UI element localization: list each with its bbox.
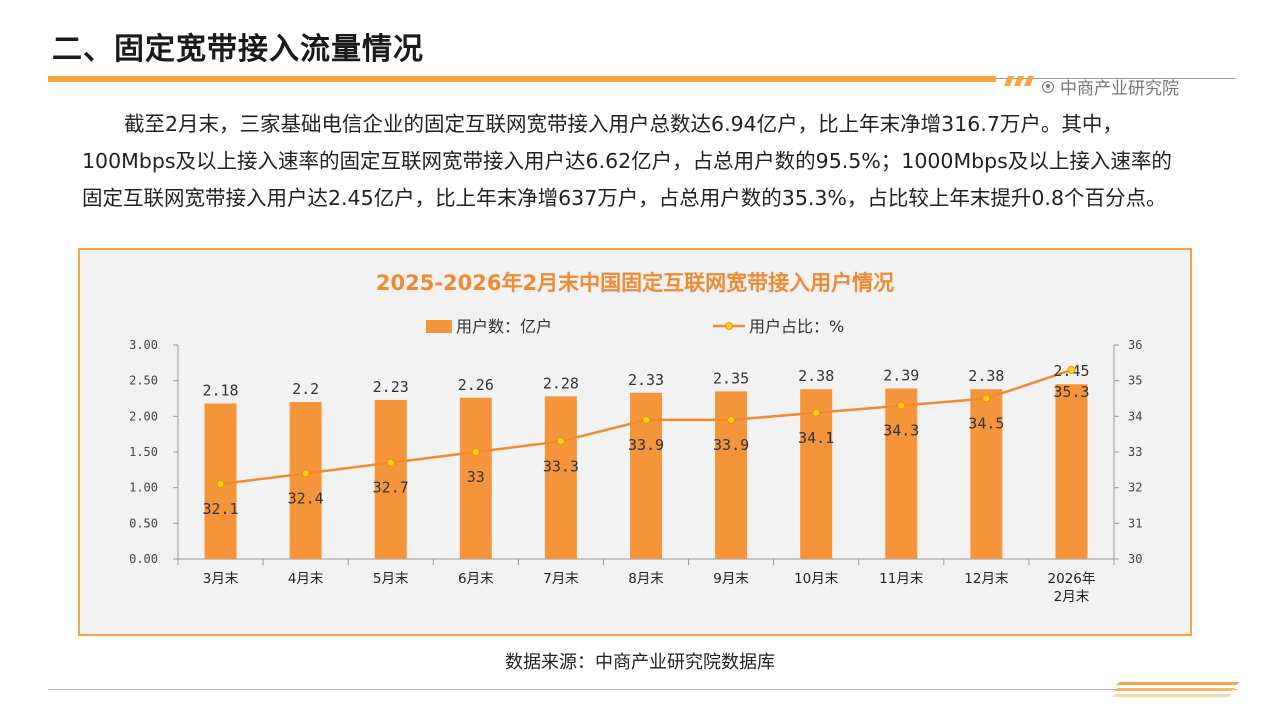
legend-bar-swatch	[426, 320, 452, 333]
bar-value-label: 2.33	[628, 371, 664, 389]
share-marker	[897, 401, 906, 410]
share-marker	[642, 415, 650, 424]
legend-bar-label: 用户数：亿户	[456, 317, 552, 336]
category-label: 2月末	[1054, 589, 1090, 605]
share-value-label: 33.3	[543, 457, 579, 475]
bar-value-label: 2.35	[713, 369, 749, 387]
category-label: 3月末	[203, 571, 239, 587]
right-axis-tick-label: 33	[1128, 445, 1142, 459]
accent-stripes	[1004, 76, 1034, 86]
bar-value-label: 2.38	[968, 367, 1004, 385]
left-axis-tick-label: 2.00	[129, 409, 158, 423]
page-title: 二、固定宽带接入流量情况	[52, 32, 424, 67]
bar	[289, 402, 322, 559]
category-label: 8月末	[628, 571, 664, 587]
category-label: 9月末	[713, 571, 749, 587]
category-label: 10月末	[794, 571, 839, 587]
bar-value-label: 2.23	[373, 378, 409, 396]
share-marker	[1067, 365, 1076, 374]
share-marker	[556, 437, 565, 446]
right-axis-tick-label: 32	[1128, 481, 1142, 495]
share-value-label: 33.9	[628, 436, 664, 454]
brand: 中商产业研究院	[1042, 74, 1179, 99]
chart-title: 2025-2026年2月末中国固定互联网宽带接入用户情况	[376, 271, 894, 295]
right-axis-tick-label: 31	[1128, 516, 1142, 530]
chart-frame: 2025-2026年2月末中国固定互联网宽带接入用户情况用户数：亿户 用户占比：%…	[78, 248, 1192, 636]
share-marker	[216, 480, 225, 489]
category-label: 2026年	[1048, 571, 1096, 587]
share-marker	[727, 415, 736, 424]
share-marker	[471, 448, 480, 456]
left-axis-tick-label: 2.50	[129, 374, 158, 388]
bar	[885, 388, 918, 559]
brand-name: 中商产业研究院	[1060, 79, 1179, 99]
bar-value-label: 2.2	[292, 380, 319, 398]
share-marker	[982, 394, 991, 403]
left-axis-tick-label: 1.50	[129, 445, 158, 459]
title-underline	[48, 76, 996, 82]
bar-value-label: 2.39	[883, 367, 919, 385]
share-value-label: 33.9	[713, 436, 749, 454]
right-axis-tick-label: 36	[1128, 338, 1142, 352]
bar-value-label: 2.38	[798, 367, 834, 385]
bar-value-label: 2.18	[202, 381, 238, 399]
title-rule	[996, 78, 1236, 79]
bar	[970, 389, 1003, 559]
target-icon	[1042, 80, 1054, 93]
left-axis-tick-label: 0.50	[129, 516, 158, 530]
legend-line-marker	[725, 322, 733, 330]
share-marker	[386, 458, 395, 467]
category-label: 4月末	[288, 571, 324, 587]
share-value-label: 32.4	[288, 489, 324, 507]
category-label: 11月末	[879, 571, 924, 587]
bar	[544, 396, 577, 559]
category-label: 7月末	[543, 571, 579, 587]
bar	[374, 399, 407, 559]
left-axis-tick-label: 0.00	[129, 552, 158, 566]
category-label: 12月末	[964, 571, 1009, 587]
footer-stripes	[1112, 682, 1240, 697]
right-axis-tick-label: 35	[1128, 374, 1142, 388]
category-label: 5月末	[373, 571, 409, 587]
category-label: 6月末	[458, 571, 494, 587]
bar	[459, 397, 492, 559]
share-value-label: 32.7	[373, 479, 409, 497]
right-axis-tick-label: 30	[1128, 552, 1142, 566]
share-marker	[301, 469, 310, 478]
share-value-label: 32.1	[202, 500, 238, 518]
share-value-label: 34.5	[968, 415, 1004, 433]
left-axis-tick-label: 1.00	[129, 481, 158, 495]
share-value-label: 34.3	[883, 422, 919, 440]
right-axis-tick-label: 34	[1128, 409, 1142, 423]
data-source: 数据来源：中商产业研究院数据库	[505, 652, 775, 673]
bar	[800, 389, 833, 559]
bar-value-label: 2.28	[543, 374, 579, 392]
summary-paragraph: 截至2月末，三家基础电信企业的固定互联网宽带接入用户总数达6.94亿户，比上年末…	[82, 112, 1172, 210]
bar	[1055, 384, 1088, 559]
share-marker	[812, 408, 821, 417]
bar-value-label: 2.26	[458, 376, 494, 394]
left-axis-tick-label: 3.00	[129, 338, 158, 352]
share-value-label: 33	[467, 468, 485, 486]
footer-rule	[48, 689, 1238, 690]
share-value-label: 34.1	[798, 429, 834, 447]
legend-line-label: 用户占比：%	[749, 317, 844, 336]
share-value-label: 35.3	[1053, 383, 1089, 401]
